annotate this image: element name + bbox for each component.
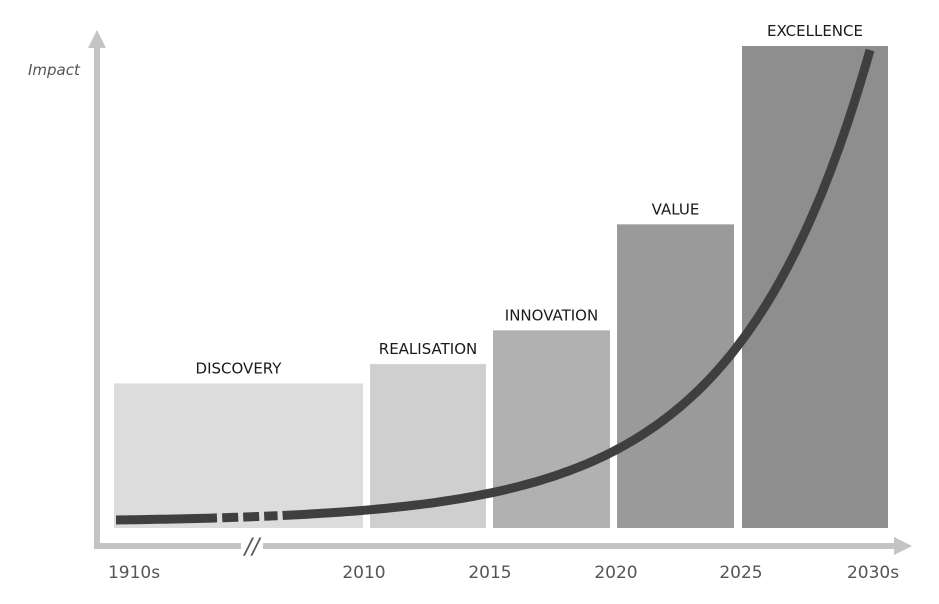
y-axis-arrow-icon <box>88 30 106 48</box>
bar-label-innovation: INNOVATION <box>505 306 598 324</box>
y-axis-title: Impact <box>28 61 81 79</box>
curve-layer <box>115 48 875 525</box>
bar-label-value: VALUE <box>652 200 700 218</box>
bar-label-excellence: EXCELLENCE <box>767 22 863 40</box>
labels-layer: DISCOVERY REALISATION INNOVATION VALUE EXCEL… <box>196 22 863 377</box>
bar-excellence <box>742 46 888 528</box>
axes-layer: // Impact <box>28 30 912 560</box>
bars-layer <box>114 46 888 528</box>
x-tick-label-2015: 2015 <box>468 563 511 583</box>
x-tick-label-2025: 2025 <box>719 563 762 583</box>
x-tick-label-1910s: 1910s <box>108 563 160 583</box>
growth-curve-start <box>115 513 218 525</box>
growth-curve <box>282 48 875 520</box>
bar-label-realisation: REALISATION <box>379 340 477 358</box>
x-axis-arrow-icon <box>894 537 912 555</box>
bar-innovation <box>493 330 610 528</box>
x-tick-label-2030s: 2030s <box>847 563 899 583</box>
bar-label-discovery: DISCOVERY <box>196 359 283 377</box>
x-tick-labels: 1910s 2010 2015 2020 2025 2030s <box>108 563 899 583</box>
axis-break-marker: // <box>243 535 262 560</box>
growth-curve-break <box>222 511 278 523</box>
bar-discovery <box>114 383 363 528</box>
x-tick-label-2010: 2010 <box>342 563 385 583</box>
axis-break-gap <box>241 540 263 552</box>
x-tick-label-2020: 2020 <box>594 563 637 583</box>
